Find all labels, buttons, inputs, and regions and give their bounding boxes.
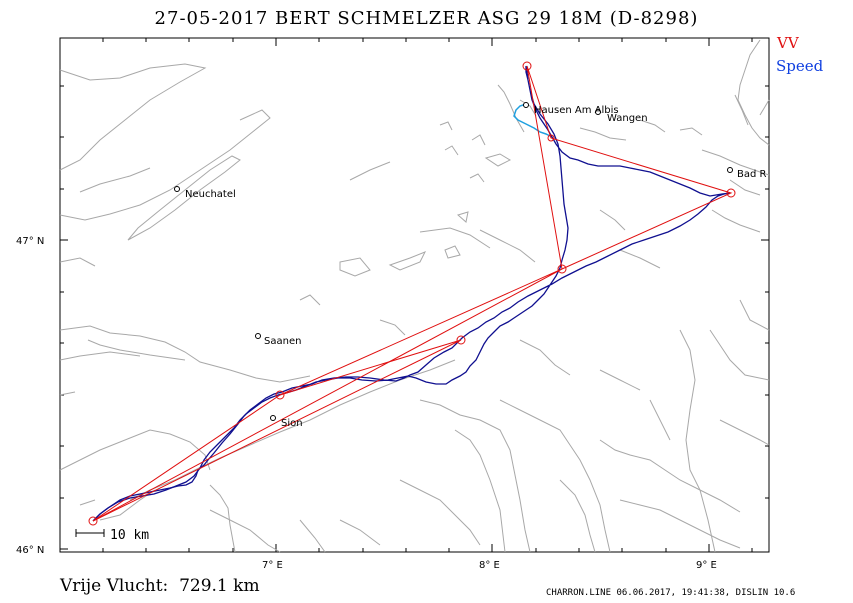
lat-label-47: 47° N — [16, 236, 44, 247]
legend-vv: VV — [777, 34, 799, 52]
lon-label-8: 8° E — [479, 560, 500, 571]
turnpoint-3 — [557, 264, 567, 274]
place-marker-wangen — [595, 109, 601, 115]
legend-speed: Speed — [776, 57, 824, 75]
place-label-bad: Bad R — [737, 169, 767, 180]
turnpoint-4 — [522, 61, 532, 71]
place-label-hausen: Hausen Am Albis — [534, 105, 619, 116]
flight-track — [92, 65, 731, 522]
place-label-sion: Sion — [281, 418, 303, 429]
place-label-saanen: Saanen — [264, 336, 301, 347]
track-light-segment — [513, 103, 551, 137]
distance-label: Vrije Vlucht: 729.1 km — [60, 576, 260, 596]
place-label-wangen: Wangen — [607, 113, 648, 124]
plot-frame — [59, 37, 770, 553]
map-title: 27-05-2017 BERT SCHMELZER ASG 29 18M (D-… — [154, 8, 699, 29]
place-markers — [174, 102, 733, 421]
lon-ticks — [102, 38, 753, 552]
scale-bar — [75, 529, 105, 537]
scale-label: 10 km — [110, 528, 149, 543]
lat-ticks — [60, 85, 769, 550]
lon-label-9: 9° E — [696, 560, 717, 571]
turnpoint-1 — [456, 335, 466, 345]
place-marker-hausen — [523, 102, 529, 108]
place-label-neuchatel: Neuchatel — [185, 189, 236, 200]
terrain-lines — [59, 39, 770, 553]
turnpoint-2 — [275, 390, 285, 400]
turnpoint-start — [88, 516, 98, 526]
turnpoint-5 — [547, 134, 555, 142]
credit-label: CHARRON.LINE 06.06.2017, 19:41:38, DISLI… — [546, 588, 796, 598]
place-marker-neuchatel — [174, 186, 180, 192]
lon-label-7: 7° E — [262, 560, 283, 571]
lat-label-46: 46° N — [16, 545, 44, 556]
turnpoint-6 — [726, 188, 736, 198]
place-marker-saanen — [255, 333, 261, 339]
turnpoint-circles — [88, 61, 736, 526]
place-marker-sion — [270, 415, 276, 421]
place-marker-bad — [727, 167, 733, 173]
task-legs — [92, 65, 733, 522]
